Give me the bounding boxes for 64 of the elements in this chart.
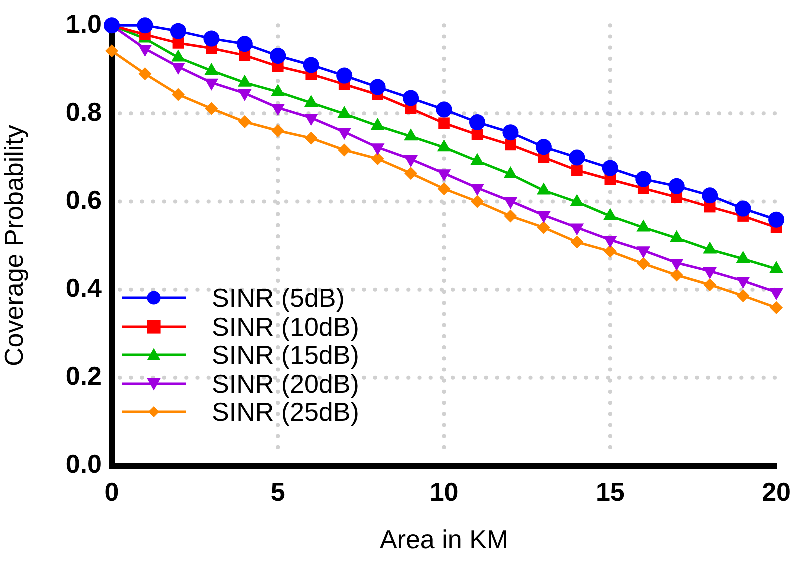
x-tick-label: 15 xyxy=(596,476,625,507)
point xyxy=(570,236,584,249)
point xyxy=(768,212,785,228)
point xyxy=(438,182,451,196)
point xyxy=(236,36,253,52)
point xyxy=(504,210,518,223)
point xyxy=(604,245,617,258)
point xyxy=(371,152,384,166)
y-tick-label: 0.6 xyxy=(66,184,102,215)
point xyxy=(536,139,552,156)
point xyxy=(403,90,420,106)
point xyxy=(469,114,486,130)
point xyxy=(537,221,550,234)
point xyxy=(637,257,650,270)
point xyxy=(505,139,516,151)
y-tick-label: 0.4 xyxy=(66,273,103,304)
point xyxy=(438,118,450,130)
point xyxy=(104,18,120,34)
point xyxy=(602,160,618,176)
point xyxy=(138,68,152,81)
point xyxy=(238,116,252,129)
legend-label: SINR (15dB) xyxy=(212,340,360,370)
point xyxy=(502,124,519,141)
point xyxy=(702,188,718,204)
point xyxy=(770,301,784,314)
x-tick-label: 0 xyxy=(104,476,120,507)
legend-label: SINR (5dB) xyxy=(212,283,345,313)
x-tick-label: 10 xyxy=(430,476,459,507)
point xyxy=(404,167,418,180)
legend-label: SINR (25dB) xyxy=(212,397,360,427)
x-axis-title: Area in KM xyxy=(380,524,509,555)
point xyxy=(472,129,484,140)
point xyxy=(304,132,318,145)
point xyxy=(670,268,684,282)
point xyxy=(303,57,320,74)
point xyxy=(470,195,484,208)
point xyxy=(370,79,386,96)
point xyxy=(172,88,185,102)
legend-label: SINR (20dB) xyxy=(212,368,360,398)
point xyxy=(338,144,352,157)
point xyxy=(735,200,752,217)
point xyxy=(272,124,285,138)
point xyxy=(205,102,218,116)
point xyxy=(336,68,353,84)
point xyxy=(170,23,186,40)
point xyxy=(204,30,220,47)
point xyxy=(704,278,717,292)
point xyxy=(572,164,583,176)
x-tick-label: 5 xyxy=(270,476,286,507)
point xyxy=(137,18,154,34)
point xyxy=(106,44,118,58)
x-tick-label: 20 xyxy=(762,476,791,507)
point xyxy=(270,48,286,64)
point xyxy=(736,290,750,303)
legend-label: SINR (10dB) xyxy=(212,312,360,342)
point xyxy=(636,171,652,188)
y-tick-label: 1.0 xyxy=(66,8,102,39)
point xyxy=(436,102,452,118)
y-tick-label: 0.2 xyxy=(66,361,102,392)
y-tick-label: 0.0 xyxy=(66,449,102,480)
y-tick-label: 0.8 xyxy=(66,96,102,127)
point xyxy=(569,150,586,166)
y-axis-title: Coverage Probability xyxy=(0,125,29,366)
point xyxy=(668,178,685,194)
